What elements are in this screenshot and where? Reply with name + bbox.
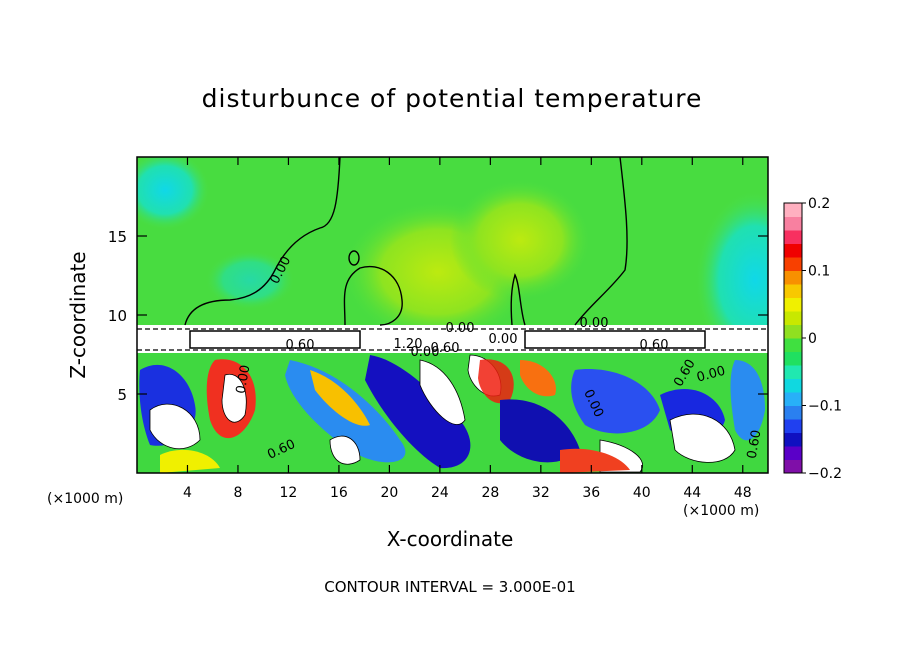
chart-title: disturbunce of potential temperature [201,84,703,113]
colorbar-swatch [784,257,802,271]
x-axis: 4 8 12 16 20 24 28 32 36 40 44 48 [183,157,752,501]
x-axis-title: X-coordinate [386,527,514,551]
contour-label: 0.00 [234,364,254,395]
colorbar-swatch [784,311,802,325]
x-tick-label: 12 [280,485,298,501]
contour-label: 0.00 [580,316,609,331]
x-tick-label: 48 [734,485,752,501]
blob-2 [149,403,201,449]
colorbar-tick-label: 0.1 [808,264,830,280]
colorbar-swatch [784,365,802,379]
colorbar-swatch [784,419,802,433]
y-axis: 5 10 15 [108,228,768,404]
contour-spike [510,273,526,326]
heatmap-field [137,157,768,473]
contour-small [348,250,360,266]
x-unit-label-right: (×1000 m) [683,503,760,519]
blob-4 [221,373,247,423]
blob-8 [419,359,466,425]
contour-lines [184,156,628,326]
x-tick-label: 36 [582,485,600,501]
x-tick-label: 24 [431,485,449,501]
colorbar-swatch [784,243,802,258]
contour-label: 1.20 [394,337,423,352]
colorbar-swatch [784,432,802,447]
blob-13 [571,369,660,434]
colorbar-swatch [784,405,802,420]
contour-label: 0.00 [411,345,440,360]
x-tick-label: 8 [233,485,242,501]
x-tick-label: 32 [532,485,550,501]
colorbar-swatch [784,297,802,312]
colorbar-swatch [784,324,802,339]
contour-label: 0.60 [745,429,765,460]
blob-6 [310,370,370,426]
x-tick-label: 28 [481,485,499,501]
band-box-right [524,330,706,349]
colorbar-tick-label: 0 [808,331,817,347]
contour-interval-text: CONTOUR INTERVAL = 3.000E-01 [324,578,576,596]
colorbar-tick-label: −0.2 [808,466,842,482]
colorbar-swatch [784,446,802,460]
cool-anomaly-left [205,250,295,310]
y-tick-label: 5 [117,386,127,404]
blob-7 [365,355,471,469]
contour-label: 0.00 [695,364,727,386]
x-tick-label: 44 [683,485,701,501]
cool-anomaly-topleft [137,157,210,230]
blob-17 [730,360,765,441]
blob-12 [520,360,556,397]
blob-19 [329,435,361,465]
y-tick-label: 10 [108,307,127,325]
blob-16 [669,413,736,463]
colorbar-tick-label: 0.2 [808,196,830,212]
colorbar-swatch [784,230,802,244]
colorbar: 0.2 0.1 0 −0.1 −0.2 [783,196,842,482]
colorbar-swatch [784,216,802,231]
blob-10 [478,359,514,404]
colorbar-swatch [784,203,802,217]
x-tick-label: 20 [380,485,398,501]
blob-11 [500,399,580,463]
contour-label: 0.60 [640,338,669,353]
colorbar-tick-label: −0.1 [808,399,842,415]
colorbar-swatch [784,270,802,285]
warm-anomaly-right [450,180,590,300]
contour-loop [343,265,403,326]
x-tick-label: 4 [183,485,192,501]
colorbar-swatch [784,459,802,474]
contour-right [574,156,628,326]
contour-label: 0.60 [286,338,315,353]
x-tick-label: 40 [633,485,651,501]
colorbar-swatch [784,284,802,298]
colorbar-swatch [784,378,802,393]
cool-anomaly-right [695,190,768,370]
blob-20 [560,448,630,473]
contour-left [184,156,341,326]
contour-label: 0.00 [489,332,518,347]
blob-18 [160,449,220,473]
contour-label: 0.00 [446,321,475,336]
contour-label: 0.60 [431,341,460,356]
colorbar-swatch [784,351,802,366]
x-tick-label: 16 [330,485,348,501]
y-tick-label: 15 [108,228,127,246]
colorbar-swatch [784,392,802,406]
band-box-left [189,330,361,349]
x-unit-label-left: (×1000 m) [47,491,124,507]
colorbar-swatch [784,338,802,352]
